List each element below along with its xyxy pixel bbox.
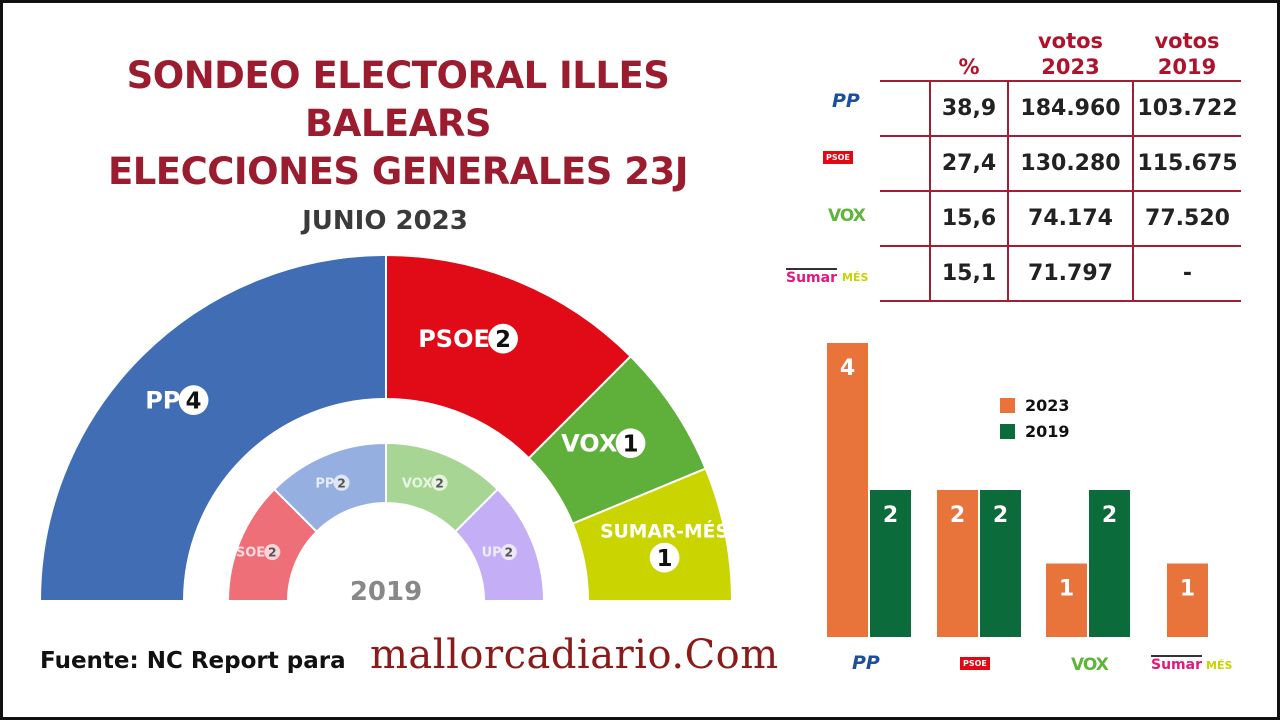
seat-count-badge — [178, 385, 209, 416]
bar-2023-vox — [1046, 563, 1087, 637]
bar-value-label: 4 — [840, 356, 855, 381]
legend-2019: 2019 — [1000, 422, 1070, 441]
seat-label: VOX — [402, 476, 432, 491]
pp-logo: PP — [832, 90, 860, 112]
seat-label: PP — [315, 476, 334, 491]
bar-value-label: 1 — [1059, 577, 1074, 602]
mes-logo: MÉS — [1206, 659, 1233, 672]
seat-label: UP — [482, 546, 502, 561]
seat-count: 2 — [495, 327, 511, 353]
bar-value-label: 2 — [1102, 503, 1117, 528]
bar-2019-vox — [1089, 490, 1130, 637]
mes-logo: MÉS — [842, 271, 869, 284]
seat-count-badge — [500, 543, 517, 561]
seat-count: 1 — [623, 432, 639, 458]
seat-count-badge — [431, 474, 448, 491]
title-line-1: SONDEO ELECTORAL ILLES BALEARS — [126, 54, 670, 145]
header-votes-2019: votos 2019 — [1154, 29, 1220, 79]
seat-count: 2 — [268, 546, 277, 560]
chart-2019-title: 2019 — [350, 577, 422, 607]
bar-value-label: 2 — [950, 503, 965, 528]
sumar-logo: Sumar — [1151, 655, 1202, 673]
bar-2019-psoe — [980, 490, 1021, 637]
sumar-logo: Sumar — [786, 268, 837, 286]
seat-count: 2 — [435, 476, 444, 490]
vox-logo: VOX — [1071, 655, 1109, 675]
header-votes-2023: votos 2023 — [1037, 29, 1104, 79]
header-pct: % — [958, 55, 980, 79]
seat-label: PP — [145, 387, 180, 415]
page-title: SONDEO ELECTORAL ILLES BALEARS ELECCIONE… — [38, 52, 758, 196]
bar-2019-pp — [870, 490, 911, 637]
psoe-logo: PSOE — [960, 657, 990, 670]
seat-count: 2 — [505, 546, 514, 560]
bar-value-label: 1 — [1180, 577, 1195, 602]
chart-2023-title: JUNIO 2023 — [302, 206, 468, 236]
psoe-logo: PSOE — [823, 151, 853, 164]
seat-label: SUMAR-MÉS — [600, 520, 729, 543]
seat-count-badge — [333, 474, 350, 491]
seat-segment-up — [453, 487, 546, 602]
title-line-2: ELECCIONES GENERALES 23J — [107, 150, 689, 193]
results-table: % votos 2023 votos 2019 38,9 184.960 103.7… — [880, 26, 1241, 302]
table-row: 27,4 130.280 115.675 — [880, 135, 1241, 192]
pp-logo: PP — [852, 652, 880, 674]
bar-2023-pp — [827, 343, 868, 637]
seat-label: PSOE — [418, 325, 490, 353]
seat-segment-sumarms — [571, 467, 734, 602]
bar-2023-psoe — [937, 490, 978, 637]
table-row: 38,9 184.960 103.722 — [880, 80, 1241, 137]
seat-count-badge — [264, 543, 281, 561]
legend-swatch-2023 — [1000, 398, 1015, 413]
source-text: Fuente: NC Report para — [40, 648, 346, 674]
bar-2023-sumarms — [1167, 563, 1208, 637]
legend-2023: 2023 — [1000, 396, 1070, 415]
seat-count: 4 — [186, 389, 202, 415]
bar-value-label: 2 — [883, 503, 898, 528]
table-row: 15,1 71.797- — [880, 245, 1241, 302]
seat-count-badge — [649, 542, 680, 573]
table-header: % votos 2023 votos 2019 — [880, 26, 1241, 81]
brand-logo: mallorcadiario.Com — [370, 632, 779, 678]
seat-count: 1 — [657, 546, 673, 572]
vox-logo: VOX — [828, 206, 866, 226]
seat-count: 2 — [337, 476, 346, 490]
seat-label: VOX — [561, 430, 618, 458]
bar-value-label: 2 — [993, 503, 1008, 528]
legend-swatch-2019 — [1000, 424, 1015, 439]
seat-count-badge — [615, 428, 646, 459]
seat-segment-pp — [38, 253, 387, 602]
seat-label: PSOE — [226, 546, 265, 561]
seat-count-badge — [488, 323, 518, 354]
table-row: 15,6 74.174 77.520 — [880, 190, 1241, 247]
